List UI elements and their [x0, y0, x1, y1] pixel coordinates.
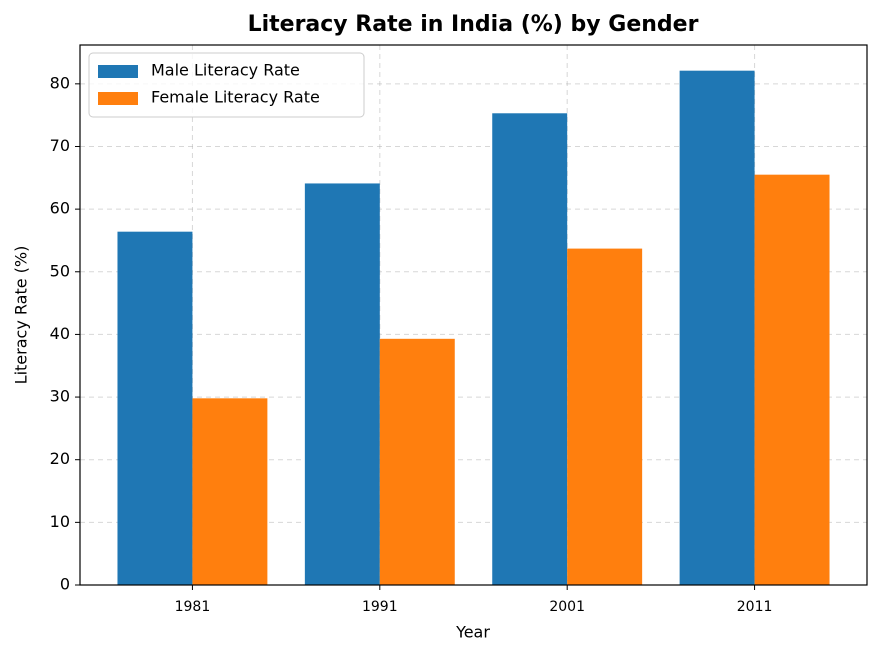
x-axis-label: Year: [455, 623, 490, 642]
y-tick-label: 70: [50, 136, 70, 155]
y-tick-label: 60: [50, 199, 70, 218]
y-tick-label: 50: [50, 261, 70, 280]
x-tick-label: 2011: [737, 599, 773, 615]
y-tick-label: 30: [50, 387, 70, 406]
legend: Male Literacy Rate Female Literacy Rate: [88, 52, 365, 118]
bar: [192, 398, 268, 585]
y-axis-label: Literacy Rate (%): [12, 246, 31, 385]
y-tick-label: 80: [50, 73, 70, 92]
x-tick-label: 1981: [175, 599, 211, 615]
bar: [117, 231, 193, 585]
legend-box: [88, 52, 365, 118]
bar: [754, 174, 830, 585]
bar: [492, 113, 568, 585]
plot-frame: [79, 44, 868, 586]
legend-label: Male Literacy Rate: [151, 61, 300, 80]
chart-title: Literacy Rate in India (%) by Gender: [248, 12, 699, 37]
bar: [379, 338, 455, 585]
legend-label: Female Literacy Rate: [151, 88, 320, 107]
bar: [567, 248, 643, 585]
x-tick-label: 1991: [362, 599, 398, 615]
y-tick-label: 0: [60, 575, 70, 594]
x-tick-label: 2001: [549, 599, 585, 615]
legend-swatch: [98, 65, 138, 78]
y-tick-label: 40: [50, 324, 70, 343]
legend-swatch: [98, 92, 138, 105]
bar: [304, 183, 380, 585]
bar: [679, 70, 755, 586]
y-tick-label: 20: [50, 449, 70, 468]
y-tick-label: 10: [50, 512, 70, 531]
